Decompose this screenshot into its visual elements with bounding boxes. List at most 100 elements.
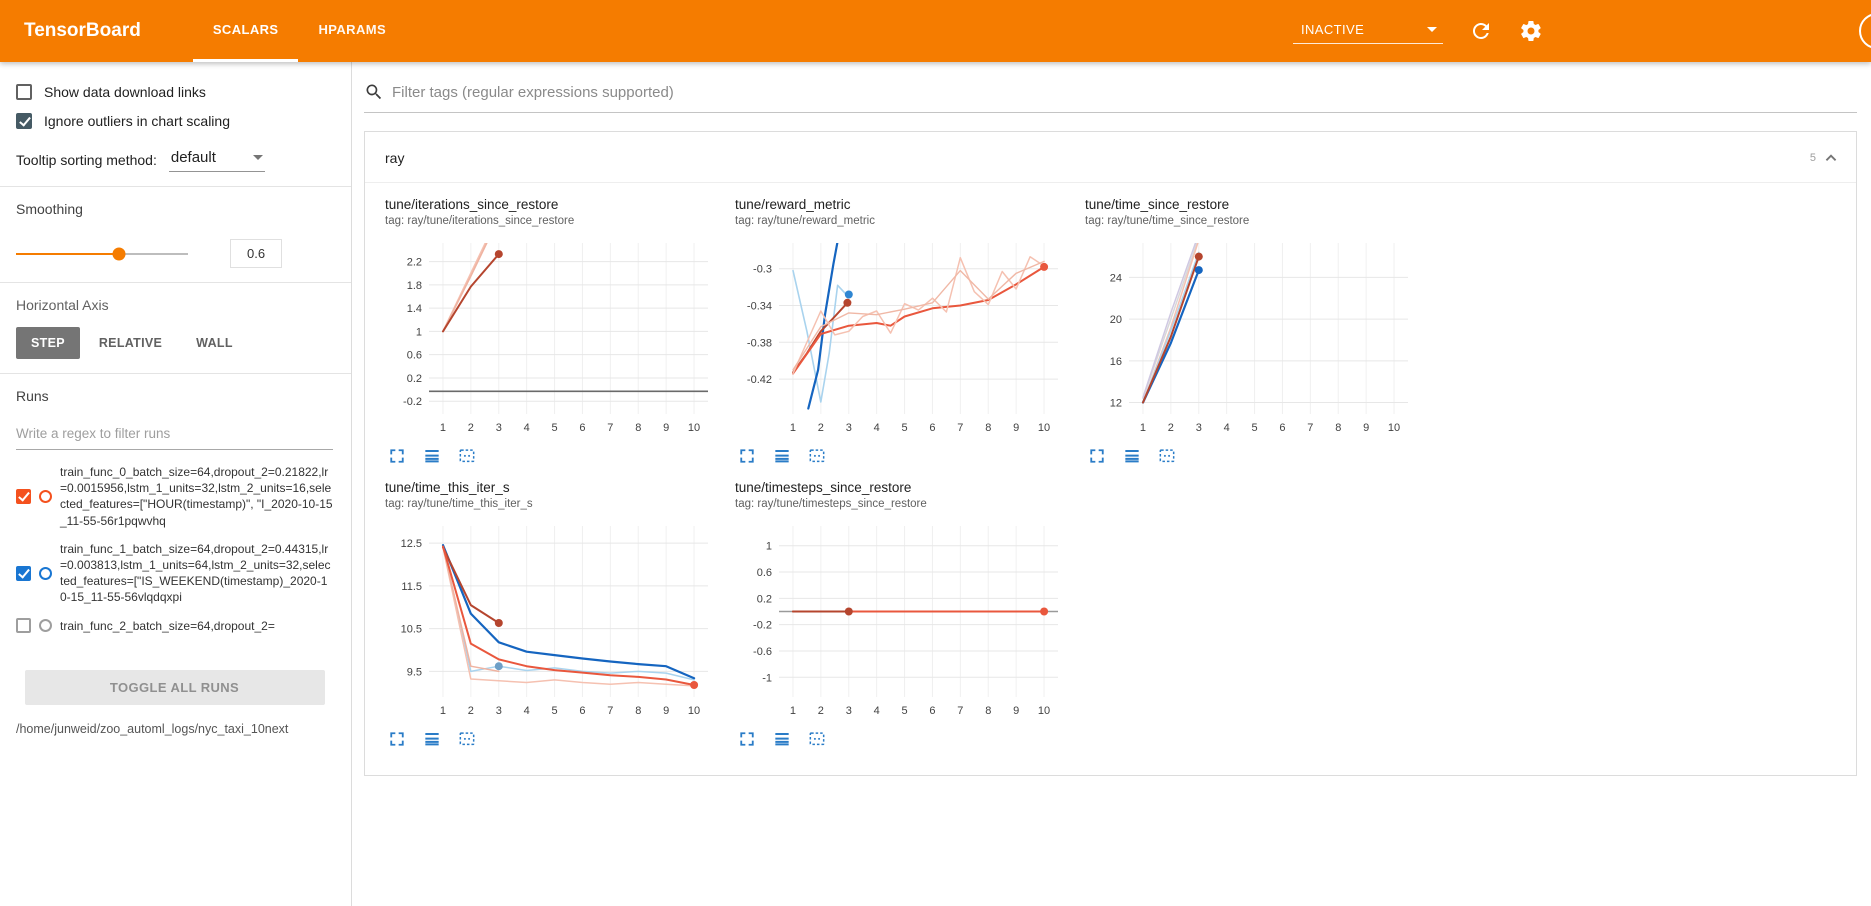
svg-text:2: 2 — [468, 705, 474, 717]
fit-domain-icon[interactable] — [457, 729, 477, 749]
svg-text:5: 5 — [901, 705, 907, 717]
chart-plot[interactable]: 1 2 3 4 5 6 7 8 9 10 12 16 20 24 — [1085, 235, 1427, 440]
chart-plot[interactable]: 1 2 3 4 5 6 7 8 9 10 -1 -0.6 -0.2 0.2 0.6 1 — [735, 518, 1077, 723]
run-checkbox[interactable] — [16, 488, 31, 504]
expand-chart-icon[interactable] — [387, 729, 407, 749]
svg-text:1: 1 — [790, 705, 796, 717]
log-scale-lines-icon[interactable] — [772, 729, 792, 749]
svg-text:10: 10 — [688, 705, 700, 717]
svg-text:1: 1 — [440, 705, 446, 717]
svg-text:0.6: 0.6 — [757, 567, 772, 579]
log-scale-lines-icon[interactable] — [1122, 446, 1142, 466]
tooltip-sorting-dropdown[interactable]: default — [168, 147, 265, 172]
svg-text:7: 7 — [957, 705, 963, 717]
svg-text:5: 5 — [551, 422, 557, 434]
show-download-checkbox[interactable] — [16, 84, 32, 100]
smoothing-slider-thumb[interactable] — [112, 247, 126, 260]
svg-text:9: 9 — [1013, 422, 1019, 434]
chart-plot[interactable]: 1 2 3 4 5 6 7 8 9 10 9.5 10.5 11.5 12.5 — [385, 518, 727, 723]
run-isolate-toggle[interactable] — [39, 489, 52, 503]
tag-group-header[interactable]: ray 5 — [365, 132, 1856, 183]
tag-group-card: ray 5 tune/iterations_since_restore tag:… — [364, 131, 1857, 776]
expand-chart-icon[interactable] — [1087, 446, 1107, 466]
fit-domain-icon[interactable] — [807, 446, 827, 466]
svg-text:10: 10 — [1038, 705, 1050, 717]
svg-text:10: 10 — [1388, 422, 1400, 434]
expand-chart-icon[interactable] — [387, 446, 407, 466]
svg-text:5: 5 — [551, 705, 557, 717]
chart-tag: tag: ray/tune/timesteps_since_restore — [735, 498, 927, 510]
svg-text:0.2: 0.2 — [407, 373, 422, 385]
chart-plot[interactable]: 1 2 3 4 5 6 7 8 9 10 -0.42 -0.38 -0.34 -0.3 — [735, 235, 1077, 440]
run-checkbox[interactable] — [16, 565, 31, 581]
svg-text:1: 1 — [440, 422, 446, 434]
svg-text:12.5: 12.5 — [401, 538, 422, 550]
svg-text:6: 6 — [1279, 422, 1285, 434]
tab-scalars[interactable]: SCALARS — [192, 0, 299, 62]
chart-plot[interactable]: 1 2 3 4 5 6 7 8 9 10 -0.2 0.2 0.6 1 1.4 1.8 2.2 — [385, 235, 727, 440]
svg-text:2: 2 — [468, 422, 474, 434]
chart-card: tune/reward_metric tag: ray/tune/reward_… — [735, 197, 1077, 466]
charts-grid: tune/iterations_since_restore tag: ray/t… — [365, 183, 1856, 775]
chevron-up-icon[interactable] — [1820, 147, 1842, 169]
chart-tag: tag: ray/tune/iterations_since_restore — [385, 215, 575, 227]
haxis-step-button[interactable]: STEP — [16, 327, 80, 359]
svg-text:3: 3 — [846, 422, 852, 434]
status-dropdown[interactable]: INACTIVE — [1293, 18, 1443, 44]
refresh-icon[interactable] — [1469, 19, 1493, 43]
svg-text:1: 1 — [416, 326, 422, 338]
expand-chart-icon[interactable] — [737, 729, 757, 749]
chart-title: tune/iterations_since_restore — [385, 197, 559, 212]
haxis-relative-button[interactable]: RELATIVE — [84, 327, 177, 359]
ignore-outliers-checkbox[interactable] — [16, 113, 32, 129]
log-scale-lines-icon[interactable] — [772, 446, 792, 466]
help-icon[interactable] — [1859, 13, 1871, 49]
tooltip-sorting-label: Tooltip sorting method: — [16, 151, 157, 168]
run-name: train_func_2_batch_size=64,dropout_2= — [60, 618, 275, 633]
svg-text:7: 7 — [607, 422, 613, 434]
haxis-wall-button[interactable]: WALL — [181, 327, 248, 359]
run-checkbox[interactable] — [16, 618, 31, 634]
svg-text:4: 4 — [874, 705, 880, 717]
log-scale-lines-icon[interactable] — [422, 729, 442, 749]
fit-domain-icon[interactable] — [1157, 446, 1177, 466]
smoothing-value[interactable]: 0.6 — [230, 239, 283, 268]
svg-text:9.5: 9.5 — [407, 666, 422, 678]
caret-down-icon — [252, 155, 263, 160]
caret-down-icon — [1427, 27, 1437, 32]
tab-hparams[interactable]: HPARAMS — [318, 22, 387, 37]
run-isolate-toggle[interactable] — [39, 566, 52, 580]
run-isolate-toggle[interactable] — [39, 619, 52, 633]
app-header: TensorBoard SCALARS HPARAMS INACTIVE — [0, 0, 1871, 62]
tooltip-sorting-row: Tooltip sorting method: default — [16, 147, 333, 172]
svg-text:4: 4 — [524, 422, 530, 434]
svg-text:10: 10 — [688, 422, 700, 434]
svg-text:0.2: 0.2 — [757, 593, 772, 605]
chart-tag: tag: ray/tune/time_this_iter_s — [385, 498, 533, 510]
svg-text:5: 5 — [1251, 422, 1257, 434]
svg-text:1: 1 — [766, 541, 772, 553]
smoothing-slider[interactable] — [16, 247, 188, 261]
tag-filter-input[interactable] — [392, 83, 1855, 101]
toggle-all-runs-button[interactable]: TOGGLE ALL RUNS — [24, 670, 325, 705]
gear-icon[interactable] — [1519, 19, 1543, 43]
smoothing-control: 0.6 — [16, 239, 333, 268]
svg-text:7: 7 — [957, 422, 963, 434]
log-scale-lines-icon[interactable] — [422, 446, 442, 466]
svg-text:-0.34: -0.34 — [747, 301, 772, 313]
run-row: train_func_1_batch_size=64,dropout_2=0.4… — [16, 541, 333, 606]
runs-filter-input[interactable] — [16, 420, 333, 450]
header-actions: INACTIVE — [1293, 0, 1871, 62]
chart-toolbar — [385, 729, 727, 749]
expand-chart-icon[interactable] — [737, 446, 757, 466]
svg-text:3: 3 — [846, 705, 852, 717]
fit-domain-icon[interactable] — [807, 729, 827, 749]
tag-filter-bar — [364, 82, 1857, 113]
runs-list: train_func_0_batch_size=64,dropout_2=0.2… — [16, 464, 333, 666]
svg-text:4: 4 — [1224, 422, 1230, 434]
chart-title: tune/time_since_restore — [1085, 197, 1230, 212]
fit-domain-icon[interactable] — [457, 446, 477, 466]
log-directory-path: /home/junweid/zoo_automl_logs/nyc_taxi_1… — [16, 722, 289, 736]
svg-text:4: 4 — [874, 422, 880, 434]
svg-text:8: 8 — [985, 422, 991, 434]
